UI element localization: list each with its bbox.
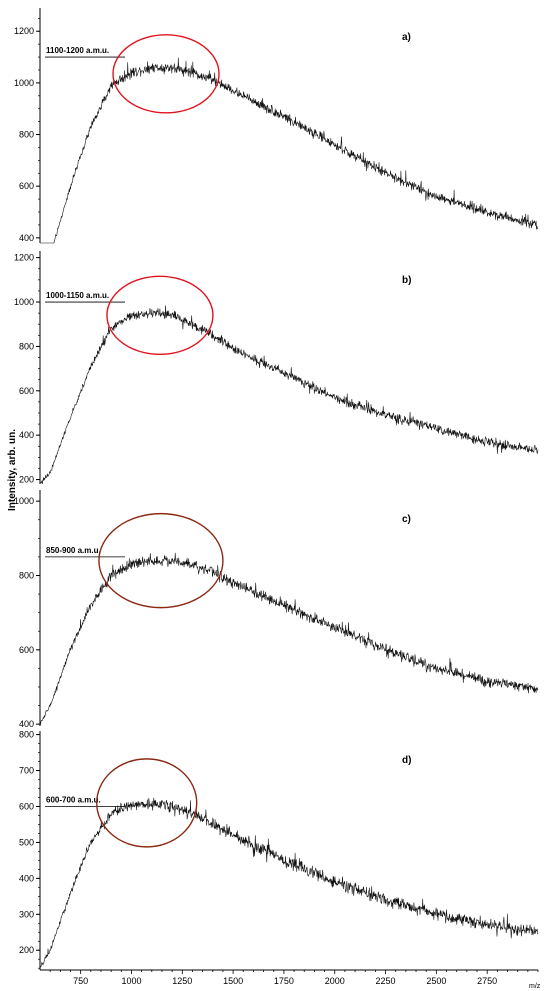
spectrum-panel: 400 600 800 1000 1200 1100-1200 a.m.u. a) — [14, 8, 539, 244]
spectrum-panel: 200 400 600 800 1000 1200 1000-1150 a.m.u. b) — [14, 251, 539, 485]
x-tick-label: 1000 — [121, 976, 141, 986]
x-tick-label: 2750 — [477, 976, 497, 986]
spectrum-line — [39, 305, 539, 485]
y-tick-label: 1000 — [14, 297, 34, 307]
spectrum-line — [39, 552, 539, 726]
x-tick-label: 1750 — [274, 976, 294, 986]
y-tick-label: 300 — [19, 909, 34, 919]
peak-annotation: 600-700 a.m.u. — [46, 795, 101, 804]
spectrum-line — [39, 797, 539, 969]
y-tick-label: 1200 — [14, 253, 34, 263]
x-tick-label: 2500 — [426, 976, 446, 986]
y-tick-label: 200 — [19, 475, 34, 485]
x-axis: 750 1000 1250 1500 1750 2000 2250 2500 2750 — [40, 969, 539, 986]
y-tick-label: 400 — [19, 719, 34, 729]
spectrum-line — [40, 57, 539, 244]
x-axis-unit: m/z — [529, 983, 541, 990]
highlight-ellipse — [106, 275, 214, 356]
peak-annotation: 1100-1200 a.m.u. — [46, 46, 109, 55]
chart-panels: 400 600 800 1000 1200 1100-1200 a.m.u. a) 200 40… — [14, 8, 539, 970]
y-tick-label: 800 — [19, 341, 34, 351]
x-tick-label: 1500 — [223, 976, 243, 986]
y-tick-label: 1000 — [14, 78, 34, 88]
x-tick-label: 750 — [73, 976, 88, 986]
x-tick-label: 2250 — [376, 976, 396, 986]
panel-label: a) — [402, 32, 411, 43]
y-tick-label: 800 — [19, 730, 34, 740]
x-tick-label: 1250 — [172, 976, 192, 986]
y-tick-label: 600 — [19, 801, 34, 811]
highlight-ellipse — [112, 34, 220, 114]
y-tick-label: 400 — [19, 873, 34, 883]
y-tick-label: 400 — [19, 430, 34, 440]
y-tick-label: 200 — [19, 945, 34, 955]
spectrum-panel: 400 600 800 1000 850-900 a.m.u. c) — [14, 490, 539, 729]
peak-annotation: 850-900 a.m.u. — [46, 546, 101, 555]
y-tick-label: 400 — [19, 233, 34, 243]
y-tick-label: 1000 — [14, 496, 34, 506]
x-tick-label: 2000 — [325, 976, 345, 986]
panel-label: c) — [402, 514, 411, 525]
y-tick-label: 500 — [19, 837, 34, 847]
y-tick-label: 700 — [19, 766, 34, 776]
y-tick-label: 800 — [19, 570, 34, 580]
y-tick-label: 600 — [19, 645, 34, 655]
y-tick-label: 800 — [19, 130, 34, 140]
spectrum-panel: 200 300 400 500 600 700 800 600-700 a.m.u. d) — [19, 730, 539, 970]
y-tick-label: 600 — [19, 386, 34, 396]
panel-label: b) — [402, 275, 411, 286]
highlight-ellipse — [98, 512, 224, 609]
panel-label: d) — [402, 755, 411, 766]
y-tick-label: 1200 — [14, 26, 34, 36]
peak-annotation: 1000-1150 a.m.u. — [46, 291, 109, 300]
y-axis-title: Intensity, arb. un. — [7, 429, 18, 511]
y-tick-label: 600 — [19, 181, 34, 191]
highlight-ellipse — [96, 758, 198, 848]
